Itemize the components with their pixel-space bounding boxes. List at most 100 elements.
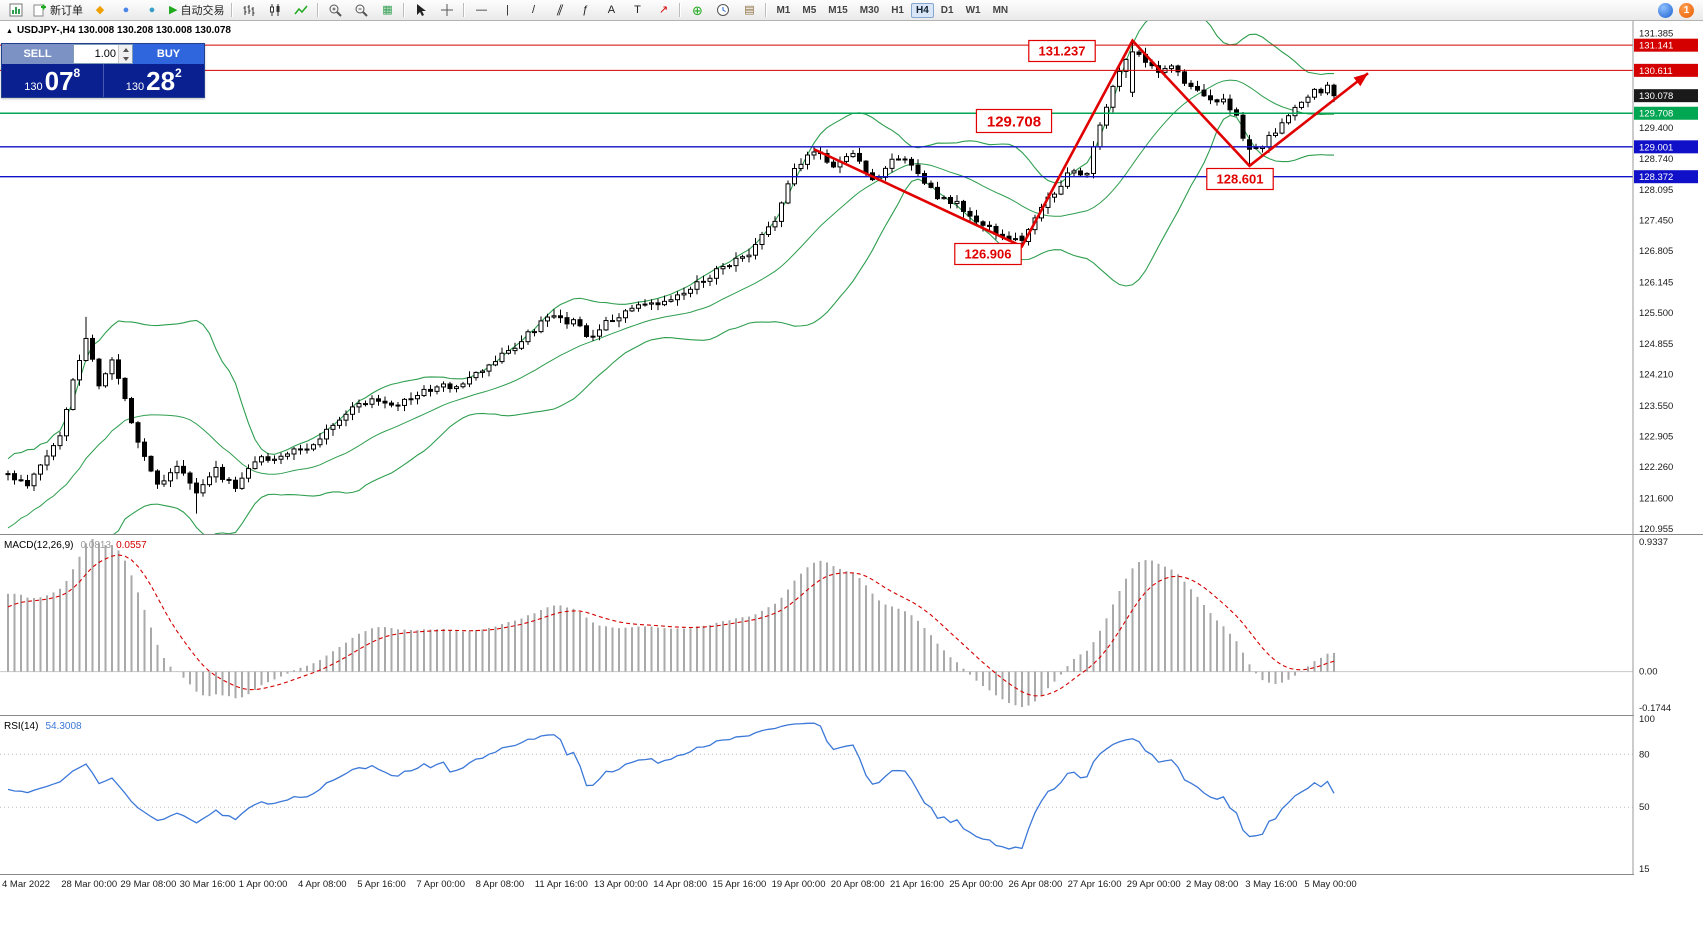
zoom-out-button[interactable] [348, 0, 374, 20]
svg-text:50: 50 [1639, 802, 1650, 813]
svg-text:4 Apr 08:00: 4 Apr 08:00 [298, 879, 347, 890]
zoom-in-button[interactable] [322, 0, 348, 20]
zoom-in-icon [329, 4, 343, 17]
svg-text:80: 80 [1639, 749, 1650, 760]
timeframe-m5-button[interactable]: M5 [802, 4, 817, 16]
svg-text:128.740: 128.740 [1639, 154, 1673, 165]
price-plot-layer[interactable] [5, 21, 1337, 597]
svg-text:2 May 08:00: 2 May 08:00 [1186, 879, 1238, 890]
svg-text:27 Apr 16:00: 27 Apr 16:00 [1068, 879, 1122, 890]
buy-price-button[interactable]: 130 28 2 [102, 64, 204, 97]
timeframe-d1-button[interactable]: D1 [940, 4, 954, 16]
chart-layers[interactable]: 131.237 129.708 126.906 128.601 131.385 129.4… [0, 21, 1703, 935]
line-chart-mode-button[interactable] [288, 0, 314, 20]
buy-price-big: 28 [146, 65, 176, 96]
timeframe-h1-button[interactable]: H1 [891, 4, 904, 16]
timeframe-m15-button[interactable]: M15 [828, 4, 848, 16]
price-annotation-box[interactable] [1028, 39, 1096, 63]
svg-text:25 Apr 00:00: 25 Apr 00:00 [949, 879, 1003, 890]
svg-text:100: 100 [1639, 714, 1655, 725]
sell-price-button[interactable]: 130 07 8 [2, 64, 103, 97]
auto-trading-button[interactable]: ▶ 自动交易 [165, 0, 228, 20]
candles-layer[interactable] [5, 40, 1337, 514]
volume-up-button[interactable] [119, 45, 132, 54]
chart-canvas[interactable]: 131.237 129.708 126.906 128.601 131.385 129.4… [0, 21, 1703, 942]
axis-price-label [1634, 106, 1698, 120]
svg-text:124.210: 124.210 [1639, 369, 1673, 380]
svg-text:15 Apr 16:00: 15 Apr 16:00 [712, 879, 766, 890]
cursor-tool-button[interactable] [408, 0, 434, 20]
new-order-icon [33, 4, 46, 17]
label-tool-button[interactable]: T [624, 0, 650, 20]
new-order-label: 新订单 [50, 5, 83, 17]
price-annotation-text: 126.906 [965, 247, 1012, 262]
bollinger-middle-band[interactable] [7, 79, 1335, 529]
crosshair-tool-button[interactable] [434, 0, 460, 20]
auto-scroll-button[interactable]: ▦ [374, 0, 400, 20]
svg-text:15: 15 [1639, 864, 1650, 875]
time-axis[interactable]: 4 Mar 2022 28 Mar 00:00 29 Mar 08:00 30 Mar… [2, 879, 1357, 890]
crosshair-icon [441, 4, 454, 16]
grid-table-icon: ▦ [382, 3, 393, 16]
bollinger-lower-band[interactable] [8, 114, 1335, 597]
svg-text:11 Apr 16:00: 11 Apr 16:00 [535, 879, 588, 890]
svg-text:28 Mar 00:00: 28 Mar 00:00 [61, 879, 117, 890]
community-icon: ● [122, 3, 130, 16]
price-annotation-box[interactable] [1206, 167, 1274, 191]
svg-text:129.400: 129.400 [1639, 123, 1673, 134]
volume-down-button[interactable] [119, 54, 132, 63]
arrow-tool-button[interactable]: ↗ [650, 0, 676, 20]
candlestick-mode-button[interactable] [262, 0, 288, 20]
svg-text:29 Mar 08:00: 29 Mar 08:00 [120, 879, 176, 890]
news-button[interactable]: ● [139, 0, 165, 20]
timeframe-w1-button[interactable]: W1 [965, 4, 981, 16]
horizontal-line-tool-button[interactable]: — [468, 0, 494, 20]
buy-button[interactable]: BUY [133, 44, 204, 64]
vertical-line-tool-button[interactable]: | [494, 0, 520, 20]
svg-text:30 Mar 16:00: 30 Mar 16:00 [180, 879, 236, 890]
text-tool-icon: A [607, 3, 616, 16]
sell-button[interactable]: SELL [2, 44, 73, 64]
templates-button[interactable]: ▤ [736, 0, 762, 20]
macd-panel[interactable] [0, 539, 1633, 707]
svg-text:126.805: 126.805 [1639, 246, 1673, 257]
bar-chart-mode-button[interactable] [236, 0, 262, 20]
svg-text:3 May 16:00: 3 May 16:00 [1245, 879, 1297, 890]
volume-input[interactable] [74, 45, 118, 63]
text-tool-button[interactable]: A [598, 0, 624, 20]
timeframe-m30-button[interactable]: M30 [859, 4, 880, 16]
axis-price-label [1634, 89, 1698, 103]
trendline-tool-button[interactable]: / [520, 0, 546, 20]
svg-text:21 Apr 16:00: 21 Apr 16:00 [890, 879, 944, 890]
price-annotation-box[interactable] [954, 242, 1022, 266]
svg-text:-0.1744: -0.1744 [1639, 703, 1671, 714]
macd-signal-line[interactable] [7, 554, 1335, 697]
periods-button[interactable] [710, 0, 736, 20]
price-annotation-box[interactable] [975, 108, 1053, 134]
metaquotes-globe-icon[interactable] [1658, 2, 1673, 18]
trend-zigzag-line[interactable] [813, 38, 1369, 249]
rsi-panel[interactable] [0, 722, 1633, 850]
trend-arrow-head[interactable] [1353, 73, 1368, 87]
svg-text:124.855: 124.855 [1639, 339, 1673, 350]
timeframe-mn-button[interactable]: MN [992, 4, 1009, 16]
notifications-badge[interactable]: 1 [1679, 2, 1694, 18]
community-button[interactable]: ● [113, 0, 139, 20]
indicators-button[interactable]: ⊕ [684, 0, 710, 20]
mql5-button[interactable]: ◆ [87, 0, 113, 20]
timeframe-m1-button[interactable]: M1 [776, 4, 791, 16]
bollinger-upper-band[interactable] [7, 21, 1335, 460]
channel-tool-button[interactable]: ∥ [546, 0, 572, 20]
svg-text:1 Apr 00:00: 1 Apr 00:00 [239, 879, 288, 890]
collapse-arrow-icon: ▲ [6, 28, 13, 35]
vertical-line-icon: | [506, 3, 509, 16]
svg-text:125.500: 125.500 [1639, 308, 1673, 319]
new-chart-button[interactable] [3, 0, 29, 20]
price-axis[interactable]: 131.385 129.400 128.740 128.095 127.450 126.8… [1632, 21, 1703, 935]
timeframe-h4-button[interactable]: H4 [910, 2, 934, 18]
new-order-button[interactable]: 新订单 [29, 0, 87, 20]
fibonacci-tool-button[interactable]: ƒ [572, 0, 598, 20]
svg-text:120.955: 120.955 [1639, 524, 1673, 535]
rsi-line[interactable] [7, 722, 1335, 850]
